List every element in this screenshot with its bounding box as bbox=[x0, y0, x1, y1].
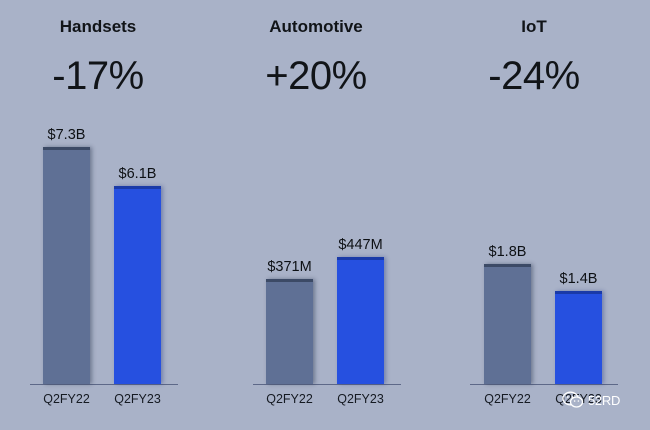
watermark-text: 52RD bbox=[588, 392, 621, 408]
bar-value-label: $371M bbox=[267, 259, 312, 275]
panel-change-percent: +20% bbox=[265, 54, 367, 98]
wechat-icon bbox=[562, 391, 584, 408]
chart-panel: Automotive +20% bbox=[218, 0, 414, 430]
bar-value-label: $7.3B bbox=[47, 127, 86, 143]
bar bbox=[337, 257, 384, 384]
category-label: Q2FY22 bbox=[266, 392, 313, 406]
chart-panel: IoT -24% bbox=[436, 0, 632, 430]
category-label: Q2FY23 bbox=[114, 392, 161, 406]
axis-baseline bbox=[253, 384, 401, 385]
bar-value-label: $447M bbox=[338, 237, 383, 253]
category-label: Q2FY22 bbox=[43, 392, 90, 406]
bar bbox=[266, 279, 313, 384]
bar-value-label: $6.1B bbox=[118, 166, 157, 182]
category-label: Q2FY22 bbox=[484, 392, 531, 406]
bar-value-label: $1.4B bbox=[559, 271, 598, 287]
bar bbox=[484, 264, 531, 384]
bar bbox=[555, 291, 602, 384]
axis-baseline bbox=[30, 384, 178, 385]
panel-title: IoT bbox=[521, 17, 547, 36]
category-label: Q2FY23 bbox=[337, 392, 384, 406]
axis-baseline bbox=[470, 384, 618, 385]
bar-value-label: $1.8B bbox=[488, 244, 527, 260]
panel-change-percent: -24% bbox=[488, 54, 580, 98]
panel-title: Handsets bbox=[59, 17, 137, 36]
bar bbox=[114, 186, 161, 384]
panel-change-percent: -17% bbox=[52, 54, 144, 98]
watermark: 52RD bbox=[562, 390, 620, 410]
bar bbox=[43, 147, 90, 384]
chart-panel: Handsets -17% bbox=[0, 0, 196, 430]
panel-title: Automotive bbox=[269, 17, 363, 36]
